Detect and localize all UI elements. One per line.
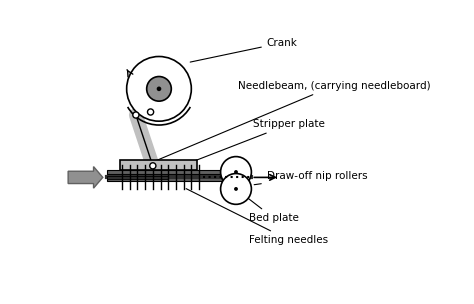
Circle shape: [133, 112, 139, 118]
Circle shape: [234, 187, 238, 191]
Circle shape: [147, 109, 154, 115]
Circle shape: [157, 87, 161, 91]
Text: Needlebeam, (carrying needleboard): Needlebeam, (carrying needleboard): [155, 81, 430, 161]
Bar: [107, 174, 249, 181]
Circle shape: [146, 77, 171, 101]
Bar: [107, 176, 168, 179]
Text: Crank: Crank: [190, 38, 298, 62]
Circle shape: [150, 163, 156, 169]
Circle shape: [220, 174, 251, 204]
Text: Bed plate: Bed plate: [228, 183, 299, 223]
Circle shape: [234, 170, 238, 174]
Polygon shape: [68, 167, 103, 188]
Bar: [107, 171, 249, 175]
Circle shape: [127, 57, 191, 121]
Bar: [120, 160, 198, 171]
Text: Draw-off nip rollers: Draw-off nip rollers: [254, 171, 367, 185]
Text: Stripper plate: Stripper plate: [192, 119, 325, 162]
Circle shape: [220, 157, 251, 187]
Text: Felting needles: Felting needles: [186, 189, 328, 245]
